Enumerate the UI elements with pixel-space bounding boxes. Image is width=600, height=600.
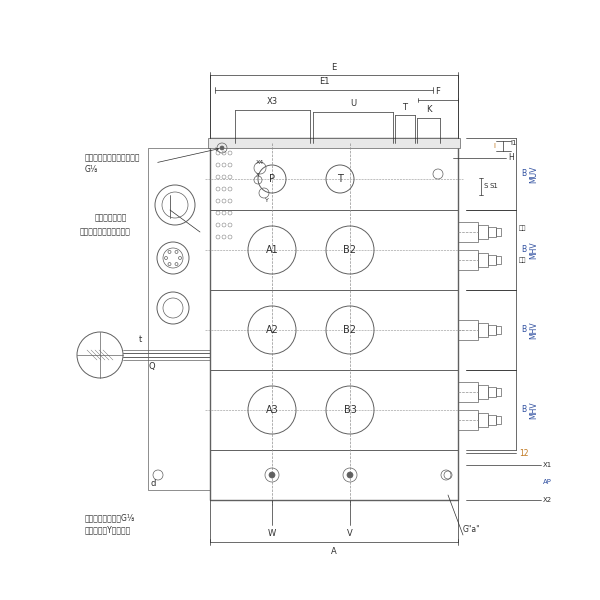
Circle shape	[347, 472, 353, 478]
Text: X1: X1	[543, 462, 552, 468]
Text: Q: Q	[149, 362, 155, 371]
Bar	[496, 416, 501, 424]
Text: I: I	[493, 143, 495, 149]
Text: X3: X3	[267, 97, 278, 107]
Bar	[488, 415, 496, 425]
Text: ねじ式圧力調整: ねじ式圧力調整	[95, 214, 127, 223]
Text: B: B	[521, 325, 526, 335]
Text: G"a": G"a"	[463, 526, 481, 535]
Bar	[478, 413, 488, 427]
Bar	[458, 382, 478, 402]
Text: F: F	[436, 88, 440, 97]
Text: パイロットポート（上面）: パイロットポート（上面）	[85, 154, 140, 163]
Bar	[148, 148, 210, 490]
Text: E1: E1	[319, 77, 329, 86]
Text: B2: B2	[343, 245, 356, 255]
Bar	[496, 388, 501, 396]
Text: Y: Y	[265, 197, 269, 202]
Bar	[478, 225, 488, 239]
Text: B2: B2	[343, 325, 356, 335]
Bar	[496, 228, 501, 236]
Text: X2: X2	[543, 497, 552, 503]
Text: B: B	[521, 406, 526, 415]
Bar	[478, 385, 488, 399]
Bar	[478, 323, 488, 337]
Circle shape	[220, 146, 224, 150]
Text: AP: AP	[543, 479, 552, 485]
Circle shape	[269, 472, 275, 478]
Bar	[458, 410, 478, 430]
Text: E: E	[331, 62, 337, 71]
Bar	[458, 250, 478, 270]
Text: MHV: MHV	[529, 321, 538, 339]
Text: X4: X4	[256, 160, 264, 164]
Text: B: B	[521, 169, 526, 179]
Text: I1: I1	[511, 140, 517, 146]
Text: T: T	[403, 103, 407, 112]
Text: MUV: MUV	[529, 166, 538, 182]
Text: A3: A3	[266, 405, 278, 415]
Text: B: B	[521, 245, 526, 254]
Bar	[496, 326, 501, 334]
Text: S1: S1	[490, 184, 499, 190]
Text: 振分: 振分	[519, 225, 527, 231]
Bar	[478, 253, 488, 267]
Text: d: d	[151, 479, 155, 487]
Text: 振分: 振分	[519, 257, 527, 263]
Text: （裏面）（Yポート）: （裏面）（Yポート）	[85, 526, 131, 535]
Text: A1: A1	[266, 245, 278, 255]
Text: A: A	[331, 547, 337, 557]
Text: 12: 12	[519, 449, 529, 457]
Text: V: V	[347, 529, 353, 538]
Bar	[488, 227, 496, 237]
Bar	[210, 138, 458, 500]
Bar	[488, 255, 496, 265]
Text: P: P	[269, 174, 275, 184]
Text: MHV: MHV	[529, 241, 538, 259]
Text: W: W	[268, 529, 276, 538]
Bar	[208, 138, 460, 148]
Text: B3: B3	[344, 405, 356, 415]
Text: G⅛: G⅛	[85, 166, 98, 175]
Text: t: t	[139, 335, 142, 344]
Bar	[488, 325, 496, 335]
Text: S: S	[484, 184, 488, 190]
Text: 最高圧力制限用止めねじ: 最高圧力制限用止めねじ	[80, 227, 131, 236]
Text: A2: A2	[266, 325, 278, 335]
Text: K: K	[426, 106, 431, 115]
Text: x: x	[256, 172, 260, 176]
Text: U: U	[350, 100, 356, 109]
Bar	[458, 222, 478, 242]
Bar	[496, 256, 501, 264]
Text: MHV: MHV	[529, 401, 538, 419]
Text: パイロットポートG⅛: パイロットポートG⅛	[85, 514, 135, 523]
Bar	[488, 387, 496, 397]
Bar	[458, 320, 478, 340]
Text: H: H	[508, 154, 514, 163]
Text: T: T	[337, 174, 343, 184]
